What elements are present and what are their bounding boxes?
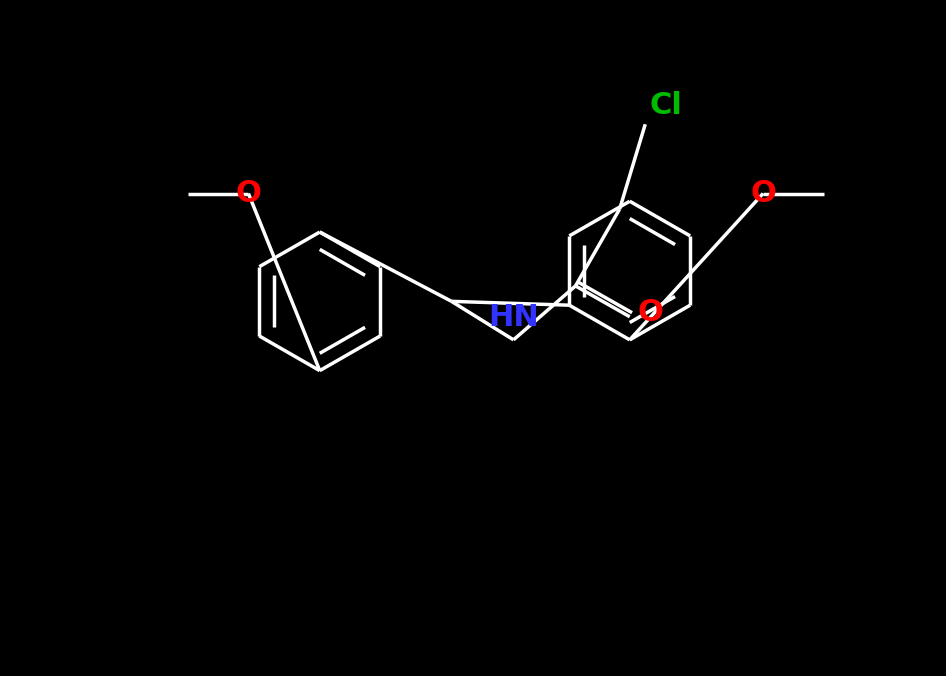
Text: Cl: Cl [649,91,682,120]
Text: O: O [638,298,663,327]
Text: O: O [236,179,261,208]
Text: HN: HN [488,303,539,332]
Text: O: O [750,179,776,208]
